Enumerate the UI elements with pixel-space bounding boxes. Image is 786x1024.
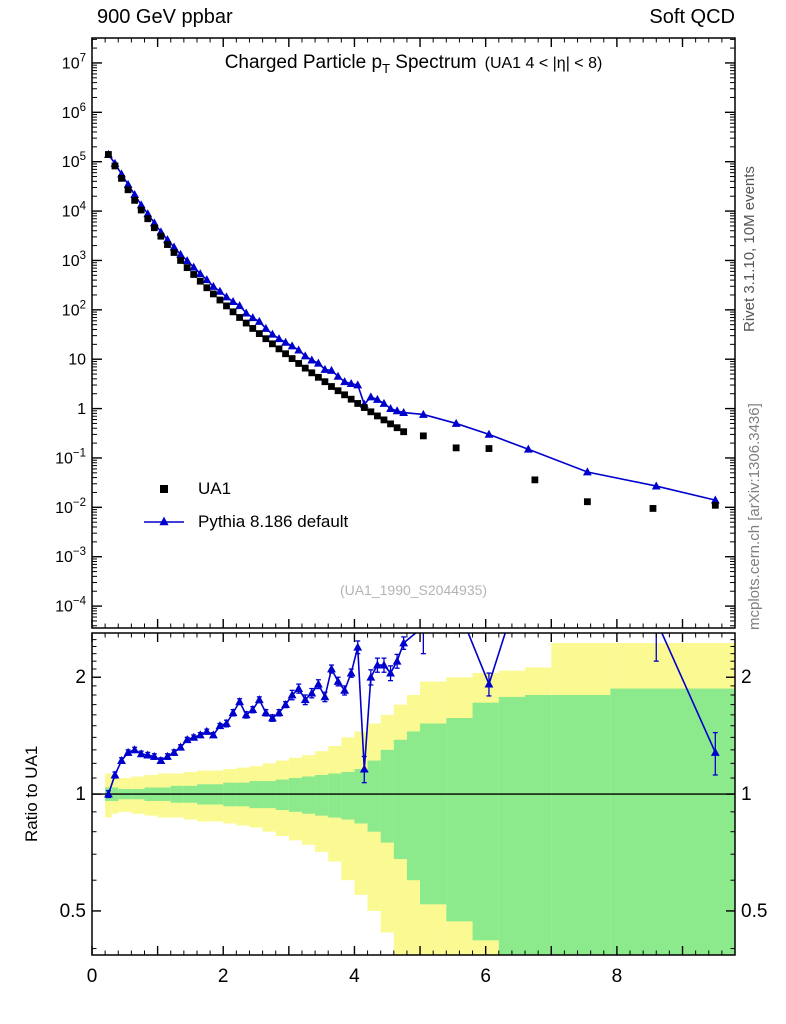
svg-text:2: 2 [218, 966, 229, 987]
svg-text:106: 106 [62, 102, 86, 122]
legend-item-pythia: Pythia 8.186 default [142, 505, 348, 538]
svg-text:1: 1 [741, 784, 752, 805]
ua1-square-marker-icon [160, 484, 168, 493]
svg-text:10−1: 10−1 [55, 447, 86, 467]
svg-text:4: 4 [349, 966, 360, 987]
legend-item-ua1: UA1 [142, 472, 348, 505]
legend: UA1 Pythia 8.186 default [142, 472, 348, 538]
legend-label-pythia: Pythia 8.186 default [198, 511, 349, 531]
svg-text:102: 102 [62, 299, 86, 319]
plot-title-selection: (UA1 4 < |η| < 8) [484, 55, 603, 72]
svg-text:10−2: 10−2 [55, 497, 86, 517]
analysis-id-watermark: (UA1_1990_S2044935) [339, 582, 488, 598]
svg-text:8: 8 [612, 966, 623, 987]
svg-text:10−4: 10−4 [55, 596, 87, 616]
mcplots-reference-label: mcplots.cern.ch [arXiv:1306.3436] [746, 403, 763, 630]
rivet-version-label: Rivet 3.1.10, 10M events [741, 166, 758, 332]
plot-title-subscript: T [382, 61, 391, 76]
ratio-axis-label: Ratio to UA1 [22, 745, 41, 842]
svg-text:103: 103 [62, 250, 86, 270]
svg-text:104: 104 [62, 201, 87, 221]
plot-title-suffix: Spectrum [390, 52, 477, 73]
svg-text:2: 2 [75, 667, 86, 688]
svg-text:6: 6 [480, 966, 491, 987]
process-group-label: Soft QCD [649, 6, 735, 28]
pythia-triangle-line-marker-icon [144, 516, 184, 525]
svg-text:0.5: 0.5 [60, 901, 86, 922]
svg-text:105: 105 [62, 151, 86, 171]
svg-text:0: 0 [87, 966, 98, 987]
plot-title: Charged Particle pT Spectrum (UA1 4 < |η|… [92, 52, 735, 76]
svg-text:0.5: 0.5 [741, 901, 767, 922]
svg-text:1: 1 [77, 401, 86, 418]
svg-text:107: 107 [62, 52, 86, 72]
plot-title-text: Charged Particle p [224, 52, 383, 73]
beam-energy-label: 900 GeV ppbar [97, 6, 233, 28]
svg-text:2: 2 [741, 667, 752, 688]
svg-text:1: 1 [75, 784, 86, 805]
svg-text:10−3: 10−3 [55, 546, 86, 566]
legend-label-ua1: UA1 [198, 478, 232, 498]
svg-text:10: 10 [68, 352, 86, 369]
